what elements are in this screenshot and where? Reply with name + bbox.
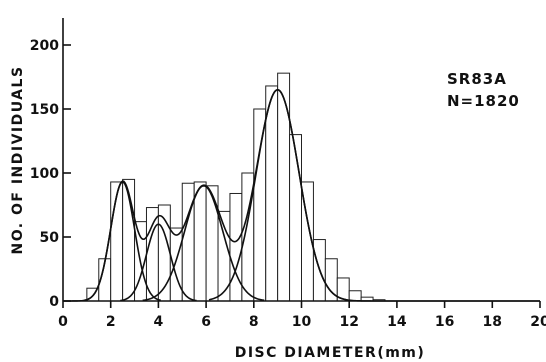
component-curve-2 [120, 223, 197, 302]
x-tick-label: 10 [292, 314, 312, 330]
histogram-bar [145, 207, 159, 302]
x-tick-label: 18 [483, 314, 502, 330]
histogram-bar [253, 108, 267, 302]
histogram-bars [86, 72, 386, 302]
histogram-bar [110, 181, 124, 302]
x-axis-label: DISC DIAMETER(mm) [235, 345, 426, 361]
histogram-bar [265, 85, 279, 302]
x-tick-label: 14 [387, 314, 407, 330]
histogram-bar [229, 192, 243, 302]
x-tick-label: 16 [435, 314, 454, 330]
y-tick-label: 150 [30, 102, 59, 118]
x-tick-label: 12 [339, 314, 358, 330]
x-tick-label: 4 [154, 314, 164, 330]
histogram-bar [277, 72, 291, 302]
sample-count-label: N=1820 [447, 92, 520, 110]
x-tick-label: 6 [201, 314, 211, 330]
x-ticks: 0 2 4 6 8 10 12 14 16 18 20 [58, 301, 546, 330]
x-tick-label: 8 [249, 314, 259, 330]
x-tick-label: 20 [530, 314, 546, 330]
y-tick-label: 50 [40, 230, 60, 246]
histogram-bar [289, 134, 303, 302]
y-tick-label: 200 [30, 38, 59, 54]
y-tick-label: 100 [30, 166, 59, 182]
x-tick-label: 0 [58, 314, 68, 330]
histogram-bar [169, 227, 183, 302]
x-tick-label: 2 [106, 314, 116, 330]
sample-id-label: SR83A [447, 70, 507, 88]
histogram-bar [193, 181, 207, 302]
y-ticks: 0 50 100 150 200 [30, 38, 71, 310]
y-axis-label: NO. OF INDIVIDUALS [10, 65, 26, 254]
y-tick-label: 0 [49, 294, 59, 310]
histogram-bar [348, 290, 362, 302]
